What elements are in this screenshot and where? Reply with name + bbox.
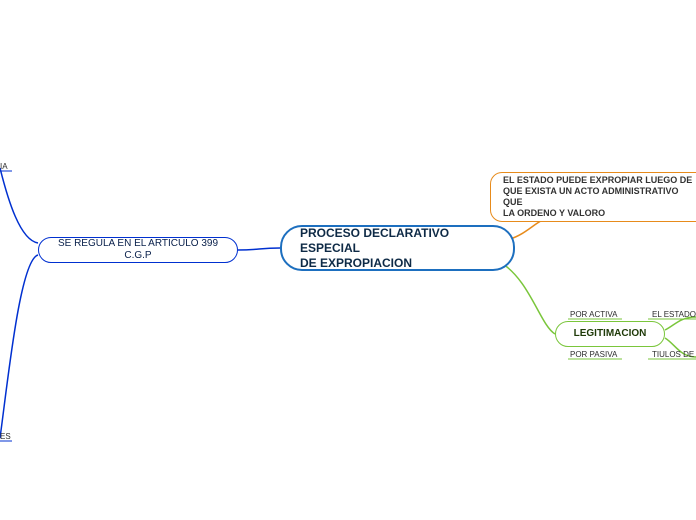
leaf-titulos: TIULOS DE D — [652, 350, 696, 359]
leaf-por-pasiva: POR PASIVA — [570, 350, 617, 359]
node-right-orange[interactable]: EL ESTADO PUEDE EXPROPIAR LUEGO DE QUE E… — [490, 172, 696, 222]
leaf-por-activa: POR ACTIVA — [570, 310, 617, 319]
leaf-edge-bottom: ES — [0, 432, 11, 441]
leaf-el-estado: EL ESTADO — [652, 310, 696, 319]
leaf-edge-top: IA — [0, 162, 8, 171]
node-central[interactable]: PROCESO DECLARATIVO ESPECIAL DE EXPROPIA… — [280, 225, 515, 271]
node-right-green[interactable]: LEGITIMACION — [555, 321, 665, 347]
node-left-main[interactable]: SE REGULA EN EL ARTICULO 399 C.G.P — [38, 237, 238, 263]
